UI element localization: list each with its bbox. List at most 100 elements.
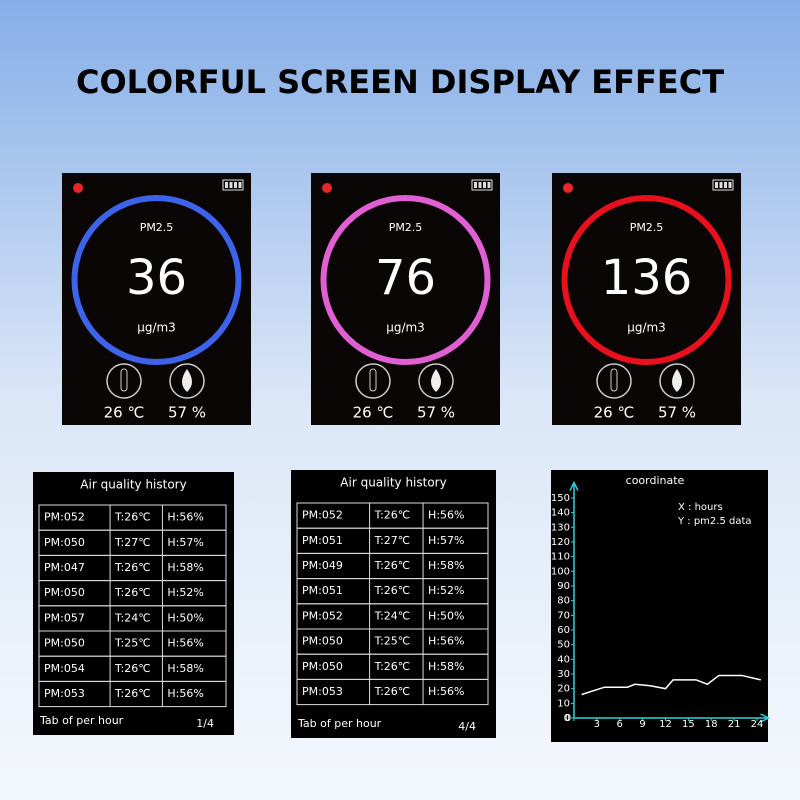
battery-cell [474, 182, 477, 188]
gauge-unit: μg/m3 [627, 321, 666, 335]
table-cell: T:26℃ [374, 685, 411, 698]
table-screen [33, 472, 234, 735]
table-cell: PM:049 [302, 559, 343, 572]
table-cell: H:58% [167, 662, 203, 675]
status-dot [322, 183, 332, 193]
battery-cell [234, 182, 237, 188]
gauge-ring [320, 195, 491, 365]
table-cell: H:56% [167, 511, 203, 524]
y-tick-label: 60 [557, 625, 570, 636]
screen [62, 173, 251, 425]
y-tick-label: 20 [557, 684, 570, 695]
y-tick-label: 110 [551, 552, 570, 563]
y-tick-label: 0 [564, 713, 570, 724]
status-dot [73, 183, 83, 193]
drop-shape [182, 369, 192, 392]
table-footer: Tab of per hour [39, 714, 124, 727]
humidity: 57 % [658, 404, 696, 422]
table-cell: H:56% [167, 687, 203, 700]
y-tick-label: 10 [557, 698, 570, 709]
x-tick-label: 9 [639, 719, 645, 730]
gauge-unit: μg/m3 [386, 321, 425, 335]
y-tick-label: 40 [557, 654, 570, 665]
battery-cell [728, 182, 732, 188]
table-cell: PM:054 [44, 662, 85, 675]
chart-screen [551, 470, 768, 742]
table-cell: H:56% [428, 509, 464, 522]
drop-shape [672, 369, 682, 392]
humidity: 57 % [417, 404, 455, 422]
battery-cell [229, 182, 233, 188]
table-cell: H:52% [167, 586, 203, 599]
battery-cell [483, 182, 486, 188]
axis-arrow [760, 713, 771, 723]
x-tick-label: 12 [659, 719, 672, 730]
temperature: 26 ℃ [594, 404, 635, 422]
table-cell: H:52% [428, 584, 464, 597]
battery [222, 179, 244, 191]
x-tick-label: 0 [565, 713, 571, 724]
gauge-ring [561, 195, 732, 365]
thermometer-shape [610, 368, 618, 392]
table-cell: T:26℃ [374, 509, 411, 522]
y-tick-label: 70 [557, 610, 570, 621]
table-cell: T:27℃ [114, 536, 151, 549]
table-row [296, 678, 489, 706]
temperature: 26 ℃ [104, 404, 145, 422]
data-line [581, 674, 761, 696]
table-cell: H:58% [167, 561, 203, 574]
battery-cell [719, 182, 723, 188]
table-cell: T:26℃ [114, 586, 151, 599]
battery-cell [487, 182, 491, 188]
humidity: 57 % [168, 404, 206, 422]
table-footer: Tab of per hour [297, 717, 382, 730]
y-tick-label: 80 [557, 596, 570, 607]
table-cell: T:26℃ [114, 662, 151, 675]
table-cell: H:56% [428, 635, 464, 648]
y-tick-label: 130 [551, 522, 570, 533]
table-cell: PM:052 [302, 609, 343, 622]
screen [311, 173, 500, 425]
table-cell: T:24℃ [374, 609, 411, 622]
table-cell: H:57% [428, 534, 464, 547]
table-cell: T:26℃ [114, 511, 151, 524]
x-tick-label: 6 [617, 719, 623, 730]
battery-cell [715, 182, 718, 188]
drop-shape [431, 369, 441, 392]
page-indicator: 4/4 [458, 720, 476, 733]
gauge-label: PM2.5 [140, 221, 174, 234]
gauge-label: PM2.5 [389, 221, 423, 234]
table-cell: H:58% [428, 559, 464, 572]
temperature: 26 ℃ [353, 404, 394, 422]
table-cell: PM:053 [44, 687, 85, 700]
battery-cell [478, 182, 482, 188]
table-cell: PM:050 [44, 586, 85, 599]
table-cell: PM:052 [44, 511, 85, 524]
battery-cell [238, 182, 242, 188]
table-cell: PM:052 [302, 509, 343, 522]
table-cell: H:57% [167, 536, 203, 549]
thermometer-icon [596, 363, 632, 399]
table-cell: T:25℃ [374, 635, 411, 648]
headline: COLORFUL SCREEN DISPLAY EFFECT [76, 63, 724, 101]
table-cell: PM:050 [44, 637, 85, 650]
gauge-value: 36 [126, 250, 187, 306]
table-cell: PM:050 [302, 660, 343, 673]
humidity-icon [169, 363, 205, 399]
y-tick-label: 120 [551, 537, 570, 548]
y-tick-label: 150 [551, 493, 570, 504]
table-row [38, 680, 227, 708]
chart-title: coordinate [626, 474, 685, 487]
thermometer-shape [120, 368, 128, 392]
table-cell: H:50% [167, 611, 203, 624]
table-cell: T:25℃ [114, 637, 151, 650]
x-tick-label: 3 [594, 719, 600, 730]
thermometer-icon [355, 363, 391, 399]
x-tick-label: 21 [728, 719, 741, 730]
table-cell: PM:051 [302, 584, 343, 597]
table-cell: PM:053 [302, 685, 343, 698]
table-cell: T:26℃ [114, 561, 151, 574]
gauge-unit: μg/m3 [137, 321, 176, 335]
screen [552, 173, 741, 425]
